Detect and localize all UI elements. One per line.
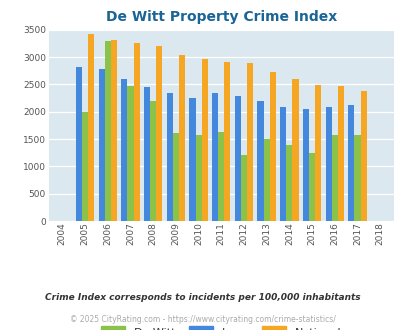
Bar [286, 145, 292, 221]
Bar [360, 91, 366, 221]
Bar [308, 153, 314, 221]
Bar [104, 41, 111, 221]
Bar [240, 155, 246, 221]
Bar [269, 72, 275, 221]
Bar [201, 59, 207, 221]
Bar [111, 40, 117, 221]
Bar [354, 135, 360, 221]
Bar [179, 55, 185, 221]
Bar [263, 139, 269, 221]
Legend: De Witt, Iowa, National: De Witt, Iowa, National [100, 326, 341, 330]
Bar [347, 105, 354, 221]
Bar [211, 93, 217, 221]
Bar [76, 67, 82, 221]
Bar [150, 101, 156, 221]
Bar [279, 107, 286, 221]
Bar [173, 133, 179, 221]
Bar [195, 135, 201, 221]
Text: © 2025 CityRating.com - https://www.cityrating.com/crime-statistics/: © 2025 CityRating.com - https://www.city… [70, 315, 335, 324]
Bar [121, 79, 127, 221]
Bar [82, 112, 88, 221]
Bar [302, 109, 308, 221]
Bar [98, 69, 104, 221]
Bar [88, 34, 94, 221]
Bar [144, 87, 150, 221]
Bar [246, 63, 253, 221]
Bar [234, 96, 240, 221]
Text: Crime Index corresponds to incidents per 100,000 inhabitants: Crime Index corresponds to incidents per… [45, 293, 360, 302]
Bar [224, 62, 230, 221]
Bar [257, 101, 263, 221]
Bar [156, 46, 162, 221]
Bar [292, 80, 298, 221]
Title: De Witt Property Crime Index: De Witt Property Crime Index [105, 10, 336, 24]
Bar [189, 97, 195, 221]
Bar [127, 86, 133, 221]
Bar [325, 107, 331, 221]
Bar [337, 86, 343, 221]
Bar [331, 135, 337, 221]
Bar [133, 43, 139, 221]
Bar [166, 93, 173, 221]
Bar [314, 85, 320, 221]
Bar [217, 132, 224, 221]
